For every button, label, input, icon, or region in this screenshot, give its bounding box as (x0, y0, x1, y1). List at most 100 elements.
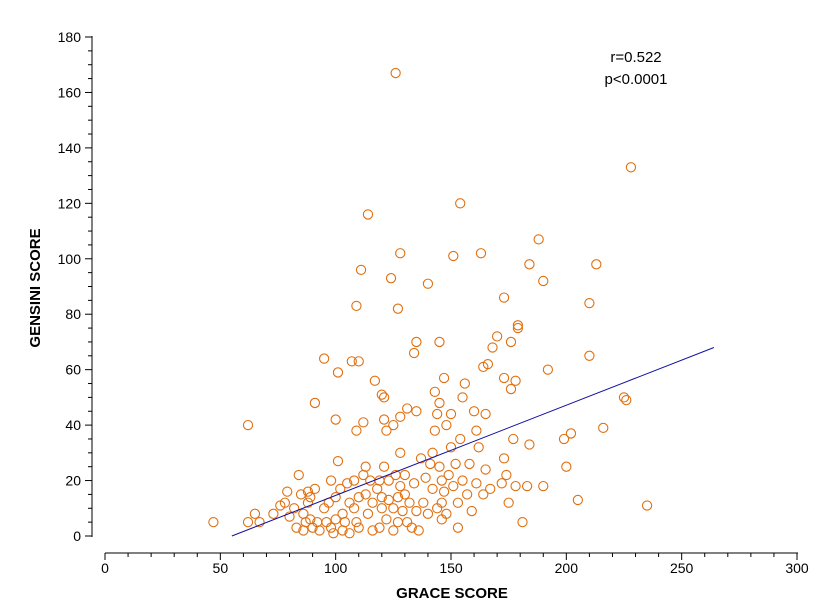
data-point (436, 514, 447, 525)
data-point (330, 514, 341, 525)
data-point (471, 478, 482, 489)
data-point (342, 478, 353, 489)
data-point (445, 442, 457, 453)
regression (231, 347, 715, 537)
data-point (328, 528, 339, 539)
data-point (360, 461, 371, 472)
data-point (480, 408, 491, 420)
data-point (621, 395, 632, 406)
data-point (524, 439, 535, 450)
data-point (591, 259, 602, 270)
y-tick-label: 100 (58, 251, 82, 267)
data-point (242, 419, 254, 431)
data-points (208, 67, 653, 539)
data-point (572, 494, 584, 506)
data-point (355, 264, 367, 276)
data-point (406, 522, 417, 533)
data-point (425, 458, 436, 470)
data-point (510, 480, 521, 492)
data-point (480, 464, 491, 475)
data-point (353, 492, 364, 503)
data-point (362, 508, 374, 519)
data-point (436, 497, 447, 508)
data-point (348, 475, 360, 486)
data-point (388, 419, 399, 431)
data-point (455, 198, 466, 209)
data-point (427, 483, 438, 495)
data-point (325, 475, 337, 486)
data-point (443, 469, 454, 481)
data-point (378, 392, 390, 403)
data-point (344, 497, 355, 508)
y-tick-label: 40 (65, 417, 81, 433)
data-point (288, 503, 300, 514)
data-point (268, 508, 279, 519)
data-point (438, 372, 450, 384)
x-axis-title: GRACE SCORE (396, 585, 508, 602)
data-point (459, 378, 470, 389)
data-point (376, 503, 387, 514)
y-tick-label: 140 (58, 140, 82, 156)
data-point (432, 408, 443, 420)
data-point (429, 425, 441, 436)
y-tick-label: 20 (65, 473, 81, 489)
data-point (438, 486, 450, 497)
x-tick-label: 0 (101, 560, 109, 576)
data-point (422, 508, 434, 519)
data-point (351, 425, 362, 436)
x-tick-label: 250 (670, 560, 694, 576)
data-point (392, 516, 404, 528)
data-point (512, 320, 524, 331)
data-point (378, 461, 390, 472)
data-point (411, 505, 422, 517)
x-tick-label: 300 (785, 560, 809, 576)
data-point (360, 489, 371, 500)
data-point (466, 505, 477, 517)
data-point (441, 508, 452, 519)
data-point (254, 516, 265, 528)
data-point (305, 492, 316, 503)
data-point (367, 525, 378, 536)
data-point (521, 480, 533, 492)
data-point (397, 505, 408, 517)
data-point (487, 342, 498, 353)
data-point (362, 209, 374, 220)
data-point (314, 525, 325, 536)
data-point (242, 516, 254, 528)
data-point (482, 358, 494, 370)
data-point (404, 497, 415, 508)
data-point (448, 480, 459, 492)
x-tick-label: 50 (213, 560, 229, 576)
data-point (302, 497, 314, 508)
data-point (353, 522, 364, 533)
data-point (337, 508, 348, 519)
data-point (434, 336, 445, 348)
data-point (461, 489, 473, 500)
data-point (348, 503, 360, 514)
data-point (485, 483, 496, 495)
x-tick-label: 150 (439, 560, 463, 576)
data-point (395, 248, 406, 259)
data-point (279, 497, 291, 508)
data-point (598, 422, 609, 434)
data-point (358, 417, 369, 428)
data-point (392, 492, 404, 503)
data-point (491, 331, 503, 342)
data-point (517, 516, 528, 528)
data-point (510, 375, 521, 386)
y-tick-label: 0 (73, 528, 81, 544)
data-point (332, 455, 344, 467)
y-axis-title: GENSINI SCORE (27, 228, 44, 347)
data-point (455, 433, 466, 445)
x-tick-label: 200 (555, 560, 579, 576)
data-point (411, 336, 422, 348)
data-point (351, 516, 362, 528)
data-point (618, 392, 630, 403)
data-point (402, 516, 413, 528)
y-tick-label: 80 (65, 306, 81, 322)
data-point (448, 250, 459, 262)
data-point (512, 322, 524, 334)
data-point (475, 248, 487, 259)
